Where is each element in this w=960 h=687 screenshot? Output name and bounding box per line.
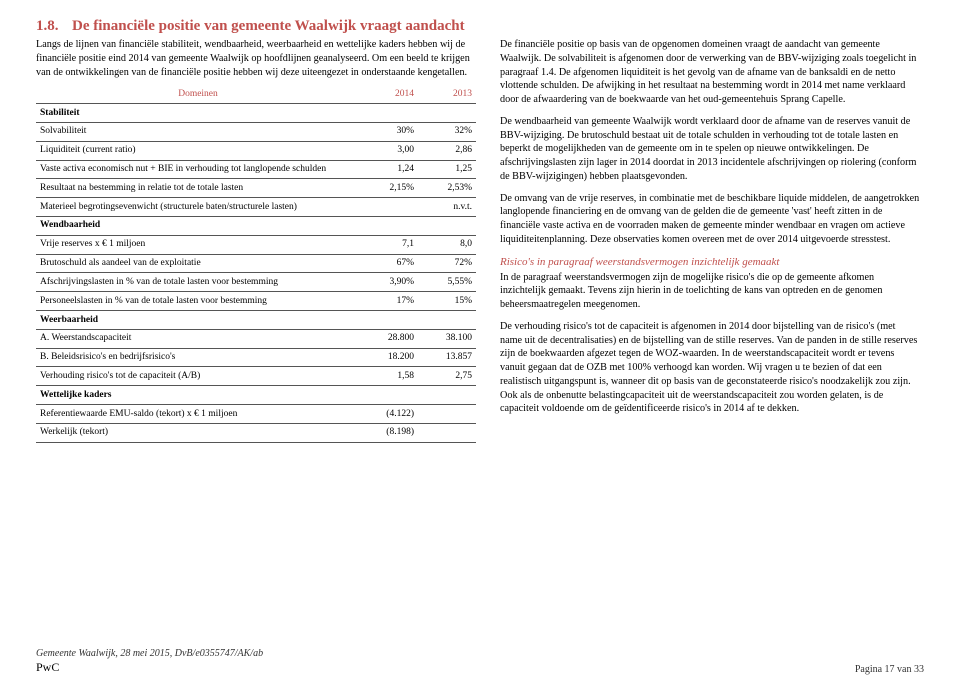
table-row: Vrije reserves x € 1 miljoen7,18,0 [36,235,476,254]
row-value-2013 [418,423,476,442]
row-label: Referentiewaarde EMU-saldo (tekort) x € … [36,405,360,424]
row-value-2014: 3,90% [360,273,418,292]
heading-number: 1.8. [36,18,72,35]
row-value-2013: 1,25 [418,160,476,179]
row-label: Brutoschuld als aandeel van de exploitat… [36,254,360,273]
row-value-2014: 30% [360,122,418,141]
row-value-2014: (8.198) [360,423,418,442]
table-row: Weerbaarheid [36,311,476,330]
table-row: B. Beleidsrisico's en bedrijfsrisico's18… [36,348,476,367]
table-row: Verhouding risico's tot de capaciteit (A… [36,367,476,386]
row-label: Afschrijvingslasten in % van de totale l… [36,273,360,292]
right-subheading: Risico's in paragraaf weerstandsvermogen… [500,255,920,270]
row-label: Personeelslasten in % van de totale last… [36,292,360,311]
table-row: Wendbaarheid [36,216,476,235]
row-value-2014 [360,198,418,217]
row-value-2014: (4.122) [360,405,418,424]
row-label: Materieel begrotingsevenwicht (structure… [36,198,360,217]
section-label: Stabiliteit [36,104,476,123]
row-value-2014: 17% [360,292,418,311]
footer-pwc: PwC [36,660,263,675]
row-value-2014: 67% [360,254,418,273]
footer-doc-ref: Gemeente Waalwijk, 28 mei 2015, DvB/e035… [36,648,263,659]
table-row: Werkelijk (tekort)(8.198) [36,423,476,442]
right-p2: De wendbaarheid van gemeente Waalwijk wo… [500,115,920,184]
table-row: Vaste activa economisch nut + BIE in ver… [36,160,476,179]
row-value-2013: 38.100 [418,329,476,348]
row-value-2013: 5,55% [418,273,476,292]
section-label: Wendbaarheid [36,216,476,235]
table-row: Afschrijvingslasten in % van de totale l… [36,273,476,292]
page-footer: Gemeente Waalwijk, 28 mei 2015, DvB/e035… [36,648,924,675]
table-row: Wettelijke kaders [36,386,476,405]
right-p4: In de paragraaf weerstandsvermogen zijn … [500,271,920,312]
th-domeinen: Domeinen [36,85,360,103]
row-label: Verhouding risico's tot de capaciteit (A… [36,367,360,386]
kengetallen-table: Domeinen 2014 2013 StabiliteitSolvabilit… [36,85,476,442]
section-heading: 1.8.De financiële positie van gemeente W… [36,18,924,35]
row-label: Vrije reserves x € 1 miljoen [36,235,360,254]
right-p5: De verhouding risico's tot de capaciteit… [500,320,920,416]
heading-title: De financiële positie van gemeente Waalw… [72,18,465,34]
row-value-2013: 2,75 [418,367,476,386]
row-label: B. Beleidsrisico's en bedrijfsrisico's [36,348,360,367]
row-value-2013: 32% [418,122,476,141]
table-row: Resultaat na bestemming in relatie tot d… [36,179,476,198]
table-row: Personeelslasten in % van de totale last… [36,292,476,311]
row-value-2013: 2,53% [418,179,476,198]
table-row: Brutoschuld als aandeel van de exploitat… [36,254,476,273]
row-value-2014: 3,00 [360,141,418,160]
row-value-2014: 1,58 [360,367,418,386]
left-column: Langs de lijnen van financiële stabilite… [36,38,476,443]
table-row: Referentiewaarde EMU-saldo (tekort) x € … [36,405,476,424]
row-value-2014: 1,24 [360,160,418,179]
row-value-2013: 15% [418,292,476,311]
row-value-2014: 7,1 [360,235,418,254]
row-label: Liquiditeit (current ratio) [36,141,360,160]
row-label: Vaste activa economisch nut + BIE in ver… [36,160,360,179]
th-2014: 2014 [360,85,418,103]
row-label: Solvabiliteit [36,122,360,141]
section-label: Wettelijke kaders [36,386,476,405]
th-2013: 2013 [418,85,476,103]
table-row: A. Weerstandscapaciteit28.80038.100 [36,329,476,348]
row-value-2013: n.v.t. [418,198,476,217]
row-value-2013 [418,405,476,424]
right-column: De financiële positie op basis van de op… [500,38,920,443]
row-value-2013: 2,86 [418,141,476,160]
footer-page-number: Pagina 17 van 33 [855,664,924,675]
row-value-2014: 18.200 [360,348,418,367]
table-row: Liquiditeit (current ratio)3,002,86 [36,141,476,160]
row-value-2013: 13.857 [418,348,476,367]
right-p3: De omvang van de vrije reserves, in comb… [500,192,920,247]
table-row: Solvabiliteit30%32% [36,122,476,141]
row-value-2014: 28.800 [360,329,418,348]
table-row: Stabiliteit [36,104,476,123]
intro-paragraph: Langs de lijnen van financiële stabilite… [36,38,476,79]
row-value-2013: 72% [418,254,476,273]
row-value-2013: 8,0 [418,235,476,254]
section-label: Weerbaarheid [36,311,476,330]
right-p1: De financiële positie op basis van de op… [500,38,920,107]
row-label: Resultaat na bestemming in relatie tot d… [36,179,360,198]
row-label: A. Weerstandscapaciteit [36,329,360,348]
row-value-2014: 2,15% [360,179,418,198]
row-label: Werkelijk (tekort) [36,423,360,442]
table-row: Materieel begrotingsevenwicht (structure… [36,198,476,217]
